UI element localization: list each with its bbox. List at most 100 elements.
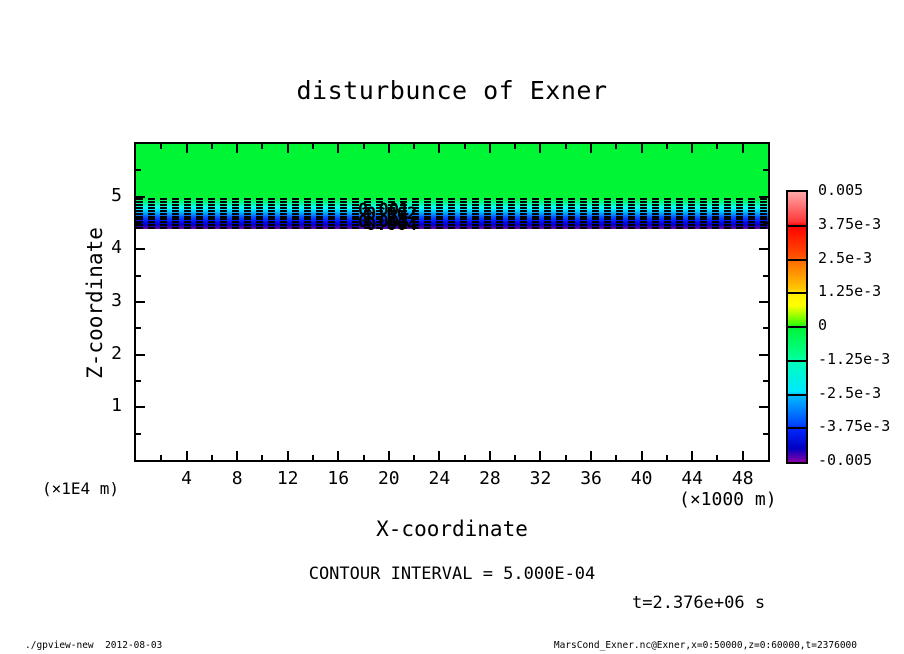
x-minor-tick <box>716 144 719 149</box>
x-major-tick <box>337 144 340 153</box>
y-minor-tick <box>763 380 768 382</box>
x-axis-label: X-coordinate <box>376 517 528 541</box>
colorbar-label: -3.75e-3 <box>818 417 891 436</box>
x-axis-unit-factor: (×1000 m) <box>679 489 777 510</box>
plot-area: 0.001 0.002 0.003 0.004 <box>134 142 770 462</box>
x-minor-tick <box>160 455 163 460</box>
x-major-tick <box>438 451 441 460</box>
y-minor-tick <box>763 169 768 172</box>
x-major-tick <box>286 144 289 153</box>
x-minor-tick <box>261 455 264 460</box>
x-minor-tick <box>514 455 517 460</box>
y-minor-tick <box>136 169 141 172</box>
y-axis-unit-factor: (×1E4 m) <box>42 479 120 498</box>
contour-interval-label: CONTOUR INTERVAL = 5.000E-04 <box>308 564 596 584</box>
contour-line <box>136 212 768 215</box>
y-major-tick <box>759 195 768 198</box>
x-tick-label: 32 <box>529 468 552 489</box>
x-major-tick <box>539 144 542 153</box>
colorbar <box>786 190 808 464</box>
colorbar-label: -0.005 <box>818 451 873 469</box>
contour-line <box>136 215 768 218</box>
y-tick-label: 5 <box>111 184 122 206</box>
x-major-tick <box>488 451 491 460</box>
x-minor-tick <box>413 144 416 149</box>
colorbar-label: 0.005 <box>818 181 864 199</box>
footer-datasource-text: MarsCond_Exner.nc@Exner,x=0:50000,z=0:60… <box>553 640 857 651</box>
y-tick-label: 1 <box>111 395 122 417</box>
x-minor-tick <box>716 455 719 460</box>
x-major-tick <box>387 144 390 153</box>
x-minor-tick <box>311 144 314 149</box>
y-major-tick <box>136 301 145 303</box>
x-tick-label: 4 <box>181 468 192 489</box>
colorbar-label: 2.5e-3 <box>818 248 873 267</box>
x-tick-label: 40 <box>630 468 653 489</box>
x-minor-tick <box>362 455 365 460</box>
x-minor-tick <box>564 455 567 460</box>
contour-line <box>136 200 768 203</box>
contour-line <box>136 198 768 201</box>
x-minor-tick <box>463 455 466 460</box>
colorbar-divider <box>788 224 806 227</box>
contour-line <box>136 206 768 209</box>
x-major-tick <box>488 144 491 153</box>
x-tick-label: 28 <box>479 468 501 489</box>
time-label: t=2.376e+06 s <box>632 593 766 613</box>
contour-line <box>136 224 768 227</box>
y-tick-label: 4 <box>111 237 122 259</box>
x-tick-label: 24 <box>428 468 451 489</box>
chart-title: disturbunce of Exner <box>296 76 608 105</box>
x-minor-tick <box>463 144 466 149</box>
x-minor-tick <box>362 144 365 149</box>
y-minor-tick <box>136 380 141 382</box>
x-major-tick <box>387 451 390 460</box>
x-minor-tick <box>514 144 517 149</box>
y-minor-tick <box>136 327 141 330</box>
y-major-tick <box>759 301 768 303</box>
y-major-tick <box>759 248 768 251</box>
colorbar-label: -1.25e-3 <box>818 349 891 368</box>
colorbar-divider <box>788 427 806 430</box>
x-minor-tick <box>160 144 163 149</box>
y-major-tick <box>136 353 145 356</box>
contour-line <box>136 221 768 224</box>
y-tick-label: 2 <box>111 342 122 364</box>
zero-fill-region <box>136 144 768 199</box>
x-major-tick <box>236 144 239 153</box>
y-major-tick <box>136 248 145 251</box>
y-minor-tick <box>763 274 768 277</box>
y-minor-tick <box>763 327 768 330</box>
y-major-tick <box>136 406 145 409</box>
x-minor-tick <box>311 455 314 460</box>
x-major-tick <box>691 451 694 460</box>
y-minor-tick <box>136 432 141 435</box>
x-minor-tick <box>665 455 668 460</box>
x-major-tick <box>286 451 289 460</box>
y-minor-tick <box>763 222 768 224</box>
x-tick-label: 36 <box>580 468 602 489</box>
y-minor-tick <box>136 222 141 224</box>
y-major-tick <box>136 195 145 198</box>
x-tick-label: 16 <box>327 468 350 489</box>
y-tick-label: 3 <box>111 290 122 311</box>
colorbar-label: 1.25e-3 <box>818 282 882 301</box>
x-major-tick <box>590 451 593 460</box>
x-minor-tick <box>261 144 264 149</box>
contour-label: 0.003 <box>358 212 410 232</box>
colorbar-divider <box>788 326 806 328</box>
contour-line <box>136 204 768 207</box>
x-minor-tick <box>615 144 618 149</box>
x-major-tick <box>236 451 239 460</box>
x-minor-tick <box>413 455 416 460</box>
colorbar-label: 0 <box>818 316 828 334</box>
x-major-tick <box>337 451 340 460</box>
x-major-tick <box>741 144 744 153</box>
x-minor-tick <box>615 455 618 460</box>
x-major-tick <box>640 144 643 153</box>
x-minor-tick <box>210 455 213 460</box>
x-major-tick <box>640 451 643 460</box>
colorbar-divider <box>788 393 806 396</box>
y-minor-tick <box>763 432 768 435</box>
